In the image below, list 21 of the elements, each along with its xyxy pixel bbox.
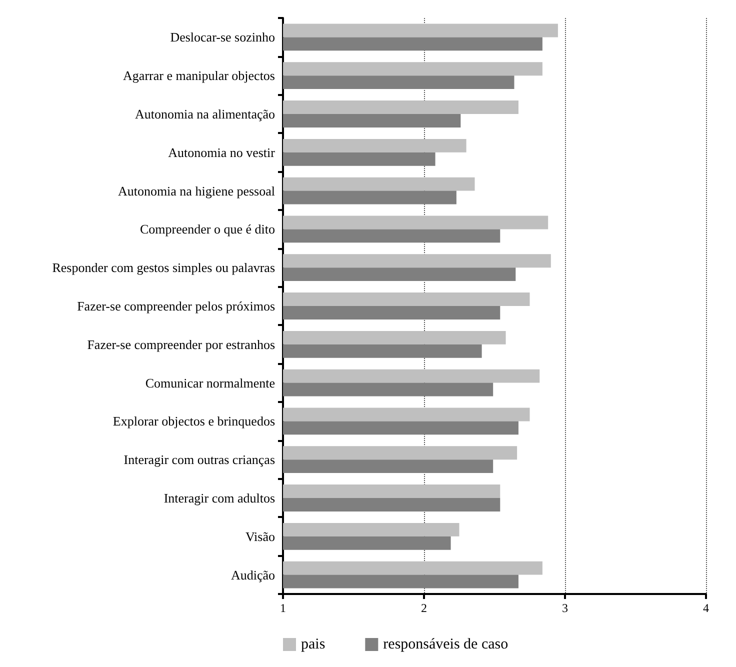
- y-tick-label: Explorar objectos e brinquedos: [112, 414, 275, 429]
- y-tick-label: Agarrar e manipular objectos: [123, 68, 275, 84]
- y-tick-label: Responder com gestos simples ou palavras: [52, 260, 275, 276]
- legend-label: responsáveis de caso: [383, 636, 508, 652]
- y-tick-label: Autonomia no vestir: [168, 144, 276, 160]
- x-tick-label: 2: [421, 601, 427, 615]
- x-tick-label: 1: [280, 601, 286, 615]
- y-tick-label: Audição: [230, 567, 275, 582]
- y-tick-label: Autonomia na higiene pessoal: [118, 183, 276, 198]
- y-tick-label: Comunicar normalmente: [145, 375, 276, 390]
- y-tick-label: Compreender o que é dito: [140, 222, 275, 237]
- y-tick-label: Autonomia na alimentação: [134, 106, 275, 122]
- y-tick-label: Interagir com adultos: [164, 490, 275, 506]
- y-tick-label: Fazer-se compreender pelos próximos: [77, 298, 275, 314]
- y-tick-label: Visão: [245, 528, 275, 544]
- y-tick-label: Interagir com outras crianças: [124, 452, 275, 468]
- y-tick-label: Fazer-se compreender por estranhos: [87, 336, 275, 352]
- legend-label: pais: [301, 636, 326, 652]
- y-tick-label: Deslocar-se sozinho: [170, 30, 275, 45]
- x-tick-label: 3: [562, 601, 568, 615]
- x-tick-label: 4: [703, 601, 709, 615]
